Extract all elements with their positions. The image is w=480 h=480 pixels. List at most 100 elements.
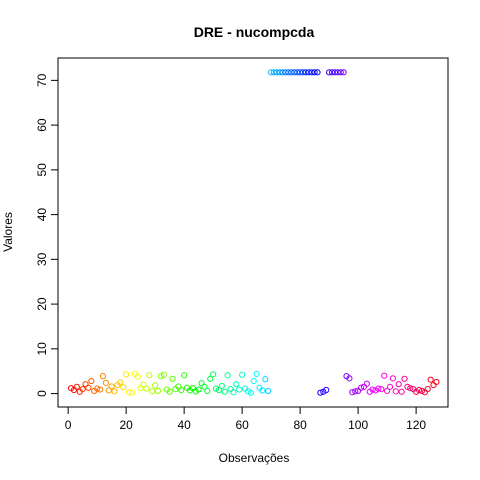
y-tick-label: 10 [35,342,49,356]
data-point [212,385,220,392]
data-point [82,381,89,388]
data-point [73,383,80,390]
data-point [88,377,95,385]
data-point [204,387,211,394]
data-point [154,387,162,394]
y-axis: 0 10 20 30 40 50 60 70 [35,73,59,397]
y-tick-label: 60 [35,118,49,132]
data-point [291,69,298,76]
data-point [207,375,214,382]
plot-frame [57,57,449,408]
y-tick-label: 0 [35,390,49,397]
data-point [149,388,156,395]
data-point [152,382,159,389]
data-point [198,380,205,387]
data-point [120,384,127,391]
data-point [369,386,376,393]
data-point [181,372,188,379]
data-point [340,69,347,76]
data-point [262,376,269,383]
data-point [137,385,144,392]
data-point [328,69,336,76]
data-point [178,386,185,394]
x-tick-label: 40 [177,418,191,432]
data-point [288,69,295,76]
data-point [79,386,86,393]
data-point [244,388,252,395]
data-point [302,69,310,76]
data-point [224,372,231,379]
data-point [317,389,324,396]
data-point [418,387,426,394]
data-point [259,387,266,394]
data-point [247,389,254,396]
data-point [285,69,292,76]
data-point [331,69,339,76]
data-point [363,380,370,387]
data-point [169,375,176,382]
data-point [430,381,437,389]
data-point [128,389,136,396]
data-point [279,69,286,76]
data-point [265,387,272,394]
data-point [308,69,315,76]
data-point [357,384,365,391]
data-point [326,69,333,76]
data-point [314,69,321,76]
data-point [378,386,385,393]
data-point [346,375,353,382]
data-point [218,382,225,390]
data-point [227,386,234,393]
data-point [297,69,304,76]
data-point [250,377,257,385]
data-point [99,373,107,380]
data-point [268,69,275,76]
data-point [404,383,411,390]
data-point [311,69,318,76]
data-point [392,388,399,395]
x-axis: 0 20 40 60 80 100 120 [65,406,426,432]
data-point [195,386,202,393]
data-point [102,379,109,386]
data-point [375,385,382,392]
x-tick-label: 20 [119,418,133,432]
x-tick-label: 100 [348,418,368,432]
data-point [215,386,223,394]
data-point [384,387,391,394]
data-point [395,381,402,388]
data-point [273,69,281,76]
data-point [160,371,167,378]
data-point [305,69,312,76]
data-point [401,375,408,382]
data-point [415,386,423,394]
data-point [299,69,307,76]
chart-title: DRE - nucompcda [194,24,315,40]
y-tick-label: 20 [35,297,49,311]
data-point [123,371,130,378]
data-point [134,373,141,380]
data-point [108,383,115,390]
data-point [157,373,165,380]
y-tick-label: 30 [35,252,49,266]
data-point [389,375,397,382]
data-points [67,69,440,396]
x-axis-label: Observações [219,451,290,465]
y-tick-label: 40 [35,208,49,222]
x-tick-label: 60 [235,418,249,432]
data-point [166,388,173,395]
data-point [117,379,124,386]
y-tick-label: 50 [35,163,49,177]
data-point [270,69,278,76]
data-point [236,386,243,393]
data-point [427,376,434,383]
data-point [349,389,356,396]
data-point [111,388,118,395]
data-point [433,378,440,386]
data-point [233,381,240,388]
data-point [201,383,208,390]
data-point [398,388,405,395]
data-point [253,370,260,377]
data-point [210,371,217,378]
x-tick-label: 80 [293,418,307,432]
